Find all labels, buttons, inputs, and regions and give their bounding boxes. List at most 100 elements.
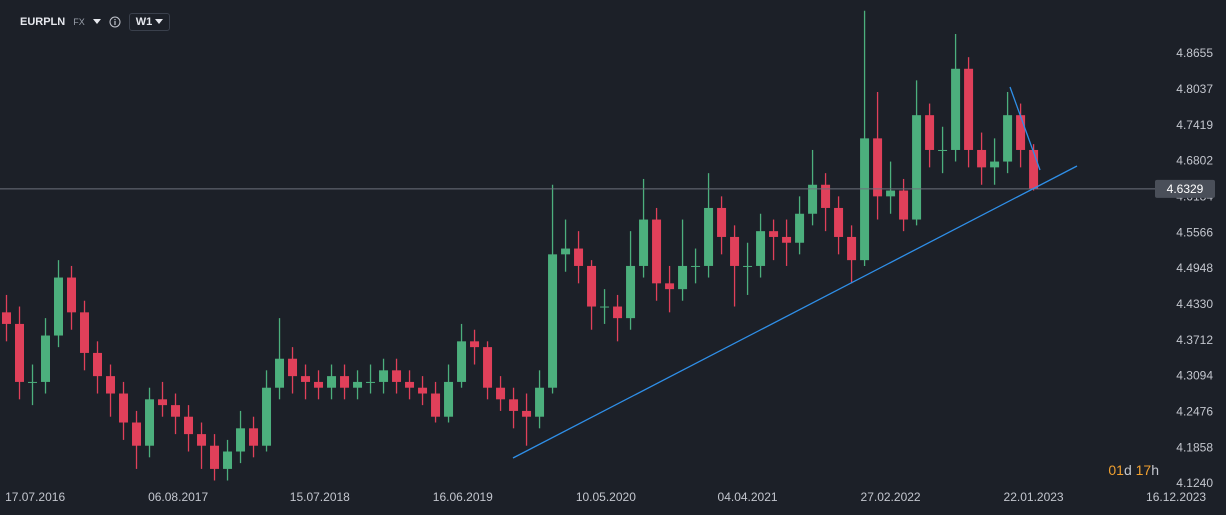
candle-body (28, 381, 38, 383)
last-price-box (1155, 179, 1215, 198)
candle-body (41, 335, 51, 382)
candle-body (379, 370, 389, 382)
candle-body (431, 393, 441, 417)
candle-body (678, 265, 688, 290)
candle-body (132, 422, 142, 446)
candle-body (964, 68, 974, 150)
candle-body (613, 306, 623, 319)
candle-body (223, 451, 233, 469)
candle-body (522, 410, 532, 417)
last-price-label: 4.6329 (1167, 182, 1204, 196)
y-tick-label: 4.5566 (1176, 225, 1213, 239)
candle-body (197, 434, 207, 446)
candle-body (834, 207, 844, 237)
y-tick-label: 4.2476 (1176, 404, 1213, 418)
x-tick-label: 16.06.2019 (433, 490, 493, 504)
dropdown-icon (155, 19, 164, 24)
candle-body (873, 138, 883, 197)
x-tick-label: 17.07.2016 (5, 490, 65, 504)
y-tick-label: 4.3094 (1176, 369, 1213, 383)
y-tick-label: 4.8037 (1176, 82, 1213, 96)
y-tick-label: 4.8655 (1176, 46, 1213, 60)
candle-body (145, 399, 155, 446)
candle-body (470, 341, 480, 348)
candle-body (886, 190, 896, 197)
candle-body (15, 323, 25, 382)
candle-body (184, 416, 194, 435)
candle-body (1029, 149, 1039, 189)
candle-body (80, 312, 90, 353)
candle-body (418, 387, 428, 394)
candle-body (54, 277, 64, 336)
candle-body (847, 236, 857, 261)
candle-body (704, 207, 714, 266)
days-unit: d (1123, 462, 1132, 478)
y-tick-label: 4.4330 (1176, 297, 1213, 311)
candle-body (366, 381, 376, 383)
candle-body (652, 219, 662, 284)
symbol[interactable]: EURPLN (20, 16, 66, 28)
interval-select[interactable]: W1 (128, 13, 171, 31)
dropdown-icon[interactable] (92, 19, 101, 25)
candle-body (1003, 115, 1013, 162)
candle-body (496, 387, 506, 400)
days: 01 (1108, 462, 1124, 478)
candle-body (93, 352, 103, 377)
candle-body (67, 277, 77, 313)
header: EURPLN FX W1 (20, 13, 171, 31)
candle-body (2, 312, 12, 324)
info-icon[interactable] (109, 16, 121, 28)
candle-body (548, 254, 558, 388)
x-tick-label: 15.07.2018 (290, 490, 350, 504)
candle-body (912, 115, 922, 220)
candle-body (795, 213, 805, 243)
candle-body (977, 149, 987, 168)
hours-unit: h (1151, 462, 1159, 478)
candle-body (691, 265, 701, 267)
candle-body (236, 428, 246, 452)
candle-body (353, 381, 363, 388)
candle-body (951, 68, 961, 150)
candle-body (444, 381, 454, 417)
market[interactable]: FX (73, 17, 85, 27)
x-tick-label: 04.04.2021 (718, 490, 778, 504)
y-tick-label: 4.7419 (1176, 118, 1213, 132)
y-tick-label: 4.1240 (1176, 476, 1213, 490)
candle-body (392, 370, 402, 382)
y-tick-label: 4.4948 (1176, 261, 1213, 275)
x-tick-label: 16.12.2023 (1146, 490, 1206, 504)
y-tick-label: 4.3712 (1176, 333, 1213, 347)
candle-body (509, 399, 519, 411)
countdown: 01d 17h (1108, 462, 1159, 478)
trend-line (512, 165, 1078, 459)
candle-body (574, 248, 584, 266)
candle-body (639, 219, 649, 266)
candle-body (990, 161, 1000, 168)
candle-body (249, 428, 259, 446)
candle-body (1016, 115, 1026, 150)
candle-body (665, 283, 675, 290)
candle-body (340, 376, 350, 388)
candle-body (483, 347, 493, 388)
candle-body (925, 115, 935, 150)
candle-body (626, 265, 636, 319)
candle-body (730, 236, 740, 266)
candle-body (938, 149, 948, 151)
y-tick-label: 4.6802 (1176, 154, 1213, 168)
candle-body (106, 376, 116, 394)
candle-body (860, 138, 870, 261)
candle-body (756, 231, 766, 266)
candle-body (561, 248, 571, 255)
candle-body (119, 393, 129, 423)
trend-line (1009, 86, 1041, 171)
hours: 17 (1135, 462, 1152, 478)
y-tick-label: 4.1858 (1176, 440, 1213, 454)
candle-body (743, 265, 753, 267)
candle-body (899, 190, 909, 220)
candle-body (457, 341, 467, 382)
candle-body (171, 405, 181, 417)
candle-body (769, 231, 779, 237)
candle-body (327, 376, 337, 388)
